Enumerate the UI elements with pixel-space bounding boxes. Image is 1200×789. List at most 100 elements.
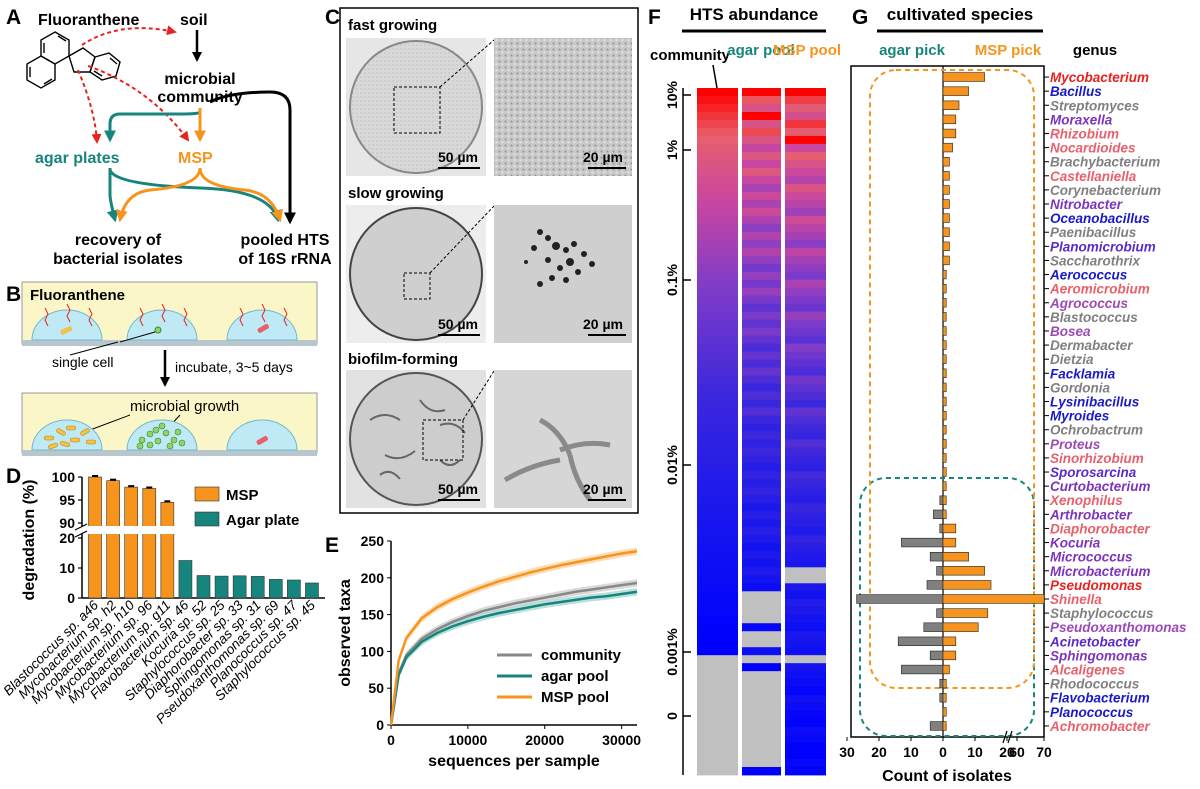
g-msp-bar <box>942 142 953 153</box>
f-heat-cell <box>785 559 826 568</box>
f-heat-cell <box>697 88 738 97</box>
f-heat-cell <box>742 319 781 329</box>
f-heat-cell <box>697 287 738 297</box>
g-genus-label: Gordonia <box>1050 380 1110 395</box>
d-legend-swatch <box>194 486 220 502</box>
f-heat-cell <box>785 703 826 712</box>
f-heat-cell <box>785 575 826 584</box>
f-heat-cell <box>697 631 738 640</box>
f-heat-cell <box>742 655 781 664</box>
e-y-tick-label: 0 <box>376 717 384 733</box>
f-heat-cell <box>742 375 781 384</box>
f-heat-cell <box>742 415 781 424</box>
f-heat-cell <box>785 655 826 664</box>
f-heat-cell <box>785 527 826 536</box>
f-heat-cell <box>785 223 826 233</box>
panel-g-chart: cultivated species agar pick MSP pick genus… <box>839 5 1187 785</box>
g-genus-label: Pseudomonas <box>1050 578 1143 593</box>
f-heat-cell <box>785 607 826 616</box>
f-heat-cell <box>742 463 781 472</box>
f-heat-cell <box>742 247 781 257</box>
f-heat-cell <box>785 255 826 265</box>
panel-letter-f: F <box>648 6 661 29</box>
f-heat-cell <box>697 231 738 241</box>
f-heat-cell <box>697 519 738 528</box>
f-heat-cell <box>785 631 826 640</box>
f-heat-cell <box>785 735 826 744</box>
g-genus-label: Kocuria <box>1050 536 1101 551</box>
f-heat-cell <box>697 263 738 273</box>
g-agar-bar <box>936 566 944 576</box>
e-x-axis-label: sequences per sample <box>428 753 600 770</box>
f-heat-cell <box>697 343 738 353</box>
slow-growing-label: slow growing <box>348 185 444 202</box>
e-legend-label: agar pool <box>541 668 609 685</box>
f-heat-cell <box>742 119 781 129</box>
f-heat-cell <box>697 599 738 608</box>
f-heat-cell <box>785 183 826 193</box>
f-heat-cell <box>697 583 738 592</box>
e-series-line <box>389 581 638 726</box>
f-heat-cell <box>742 311 781 321</box>
g-x-tick-label: 20 <box>999 744 1015 760</box>
f-heat-cell <box>697 183 738 193</box>
g-x-tick-label: 30 <box>839 744 855 760</box>
f-heat-cell <box>742 191 781 201</box>
f-heat-cell <box>742 639 781 648</box>
f-heat-cell <box>697 135 738 145</box>
f-heat-cell <box>742 559 781 568</box>
g-agar-bar <box>939 495 944 505</box>
f-heat-cell <box>742 511 781 520</box>
f-heat-cell <box>697 191 738 201</box>
f-heat-cell <box>785 159 826 169</box>
f-heat-cell <box>697 415 738 424</box>
f-heat-cell <box>785 455 826 464</box>
g-x-tick-label: 0 <box>939 744 947 760</box>
f-heat-cell <box>785 423 826 432</box>
g-x-tick-label: 10 <box>967 744 983 760</box>
microbial-community-line2: community <box>157 89 242 106</box>
f-heat-cell <box>742 735 781 744</box>
g-genus-label: Rhizobium <box>1050 126 1119 141</box>
f-heat-cell <box>742 583 781 592</box>
f-heat-cell <box>785 487 826 496</box>
f-heat-cell <box>742 663 781 672</box>
f-heat-cell <box>742 623 781 632</box>
f-heat-cell <box>785 759 826 768</box>
f-heat-cell <box>697 655 738 664</box>
pooled-hts-line1: pooled HTS <box>241 232 330 249</box>
panel-b: Fluoranthene single cell incubate, 3~5 d… <box>21 281 318 456</box>
f-heat-cell <box>742 263 781 273</box>
f-heat-cell <box>785 279 826 289</box>
f-heat-cell <box>742 543 781 552</box>
g-msp-bar <box>942 255 950 266</box>
d-legend-label: Agar plate <box>226 512 299 529</box>
f-heat-cell <box>697 375 738 384</box>
g-genus-label: Dermabacter <box>1050 338 1133 353</box>
e-legend-label: community <box>541 647 622 664</box>
f-y-tick-label: 10% <box>664 80 680 109</box>
g-msp-bar <box>942 566 985 576</box>
f-heat-cell <box>697 711 738 720</box>
f-heat-cell <box>742 88 781 97</box>
f-heat-cell <box>785 287 826 297</box>
f-heat-cell <box>697 679 738 688</box>
d-y-axis-label: degradation (%) <box>21 480 38 601</box>
e-y-tick-label: 200 <box>361 570 385 586</box>
f-heat-cell <box>697 303 738 313</box>
f-heat-cell <box>785 767 826 776</box>
f-heat-cell <box>697 239 738 249</box>
g-genus-label: Sphingomonas <box>1050 648 1148 663</box>
f-heat-cell <box>697 487 738 496</box>
f-heat-cell <box>785 511 826 520</box>
f-heat-cell <box>785 367 826 376</box>
f-heat-cell <box>742 567 781 576</box>
g-agar-bar <box>939 678 944 689</box>
f-heat-cell <box>697 479 738 488</box>
f-heat-cell <box>697 455 738 464</box>
g-genus-label: Flavobacterium <box>1050 691 1150 706</box>
f-heat-cell <box>785 615 826 624</box>
g-msp-bar <box>942 213 950 223</box>
f-y-tick-label: 0.01% <box>664 445 680 485</box>
g-axis-break-mark <box>1002 730 1008 744</box>
